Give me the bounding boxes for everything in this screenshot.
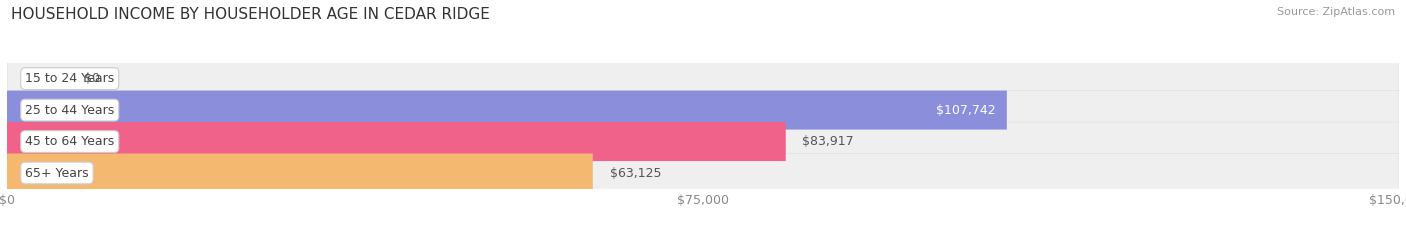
Text: $107,742: $107,742 (936, 104, 995, 116)
Text: HOUSEHOLD INCOME BY HOUSEHOLDER AGE IN CEDAR RIDGE: HOUSEHOLD INCOME BY HOUSEHOLDER AGE IN C… (11, 7, 491, 22)
Text: $63,125: $63,125 (610, 167, 661, 179)
FancyBboxPatch shape (7, 91, 1399, 130)
Text: 65+ Years: 65+ Years (25, 167, 89, 179)
Text: $83,917: $83,917 (803, 135, 853, 148)
FancyBboxPatch shape (7, 122, 786, 161)
FancyBboxPatch shape (7, 59, 1399, 98)
Text: Source: ZipAtlas.com: Source: ZipAtlas.com (1277, 7, 1395, 17)
Text: 45 to 64 Years: 45 to 64 Years (25, 135, 114, 148)
FancyBboxPatch shape (7, 91, 1007, 130)
Text: $0: $0 (83, 72, 100, 85)
FancyBboxPatch shape (7, 154, 593, 192)
Text: 25 to 44 Years: 25 to 44 Years (25, 104, 114, 116)
FancyBboxPatch shape (7, 122, 1399, 161)
Text: 15 to 24 Years: 15 to 24 Years (25, 72, 114, 85)
FancyBboxPatch shape (7, 154, 1399, 192)
